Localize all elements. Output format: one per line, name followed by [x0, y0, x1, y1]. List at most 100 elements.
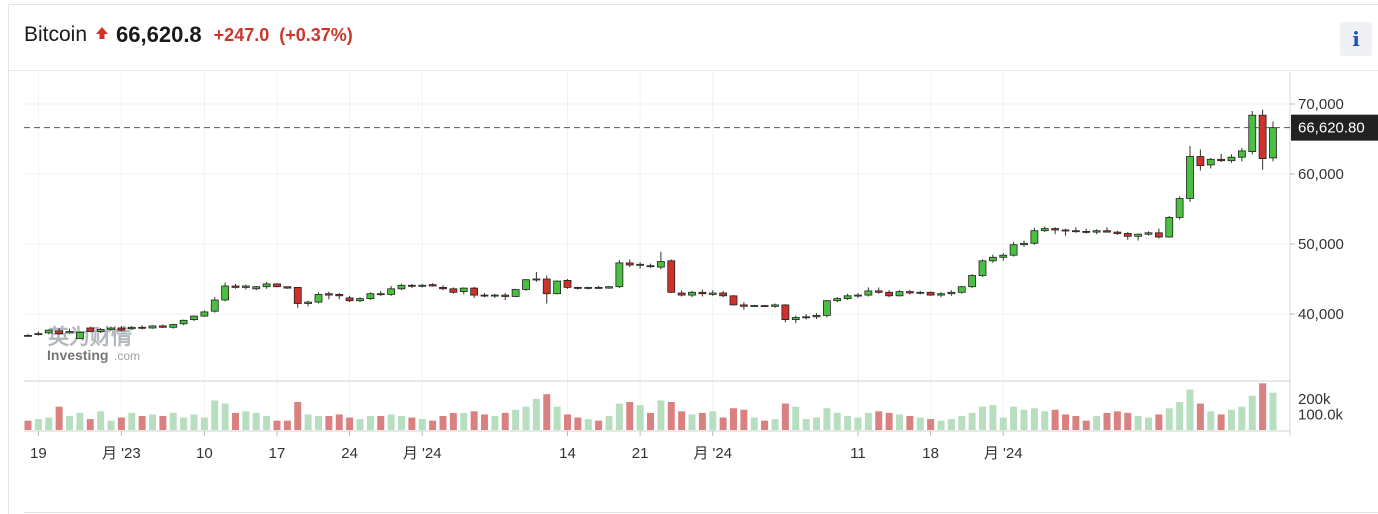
- candle-body: [107, 327, 115, 330]
- volume-bar: [740, 409, 748, 430]
- candle-body: [688, 291, 696, 296]
- candle-body: [127, 326, 136, 330]
- volume-bar: [24, 420, 32, 430]
- volume-bar: [200, 417, 208, 430]
- candle-body: [885, 291, 894, 297]
- volume-bar: [1082, 420, 1090, 430]
- volume-bar: [667, 402, 675, 430]
- candle-body: [480, 294, 489, 297]
- candle: [127, 325, 136, 331]
- candle-body: [615, 262, 624, 288]
- candle: [1196, 149, 1205, 171]
- candle-body: [708, 292, 717, 295]
- volume-bar: [117, 417, 125, 430]
- candle: [397, 283, 406, 291]
- candle-body: [874, 290, 883, 293]
- candle: [584, 286, 593, 290]
- volume-bar: [678, 411, 686, 430]
- last-price: 66,620.8: [116, 22, 202, 47]
- candle: [480, 293, 489, 298]
- volume-bar: [429, 420, 437, 430]
- candle-body: [179, 319, 188, 325]
- candle-body: [241, 285, 250, 288]
- candle-body: [459, 287, 468, 293]
- volume-bar: [1134, 416, 1142, 430]
- candle: [376, 290, 385, 296]
- volume-bar: [605, 416, 613, 430]
- volume-bar: [896, 414, 903, 430]
- candle: [231, 283, 240, 289]
- volume-bar: [418, 419, 426, 430]
- candle: [96, 328, 105, 333]
- candle: [158, 324, 167, 328]
- candle-body: [719, 292, 728, 297]
- volume-bar: [595, 420, 603, 430]
- volume-bar: [66, 416, 73, 430]
- last-price-tag: [1291, 114, 1378, 141]
- volume-bar: [221, 403, 229, 430]
- candle: [822, 300, 831, 318]
- candle-body: [532, 278, 541, 281]
- volume-bar: [854, 417, 862, 430]
- candle-body: [55, 330, 64, 334]
- candle-body: [905, 291, 914, 294]
- header-divider: [9, 70, 1378, 71]
- candle-body: [1020, 242, 1028, 246]
- candle-body: [791, 317, 800, 320]
- candle: [1082, 228, 1091, 234]
- candle: [573, 286, 582, 290]
- candle-body: [1061, 229, 1070, 232]
- candle-body: [1092, 230, 1101, 233]
- candle-body: [1103, 230, 1111, 233]
- candle-body: [231, 285, 240, 288]
- volume-bar: [169, 412, 177, 430]
- time-tick-label: 24: [341, 445, 358, 462]
- candle-body: [221, 285, 230, 301]
- candle-body: [1134, 233, 1143, 237]
- volume-bar: [304, 414, 312, 430]
- candle-body: [138, 326, 147, 329]
- candle-body: [1040, 228, 1049, 232]
- candle-body: [210, 299, 219, 312]
- candle-body: [24, 334, 32, 337]
- candle-body: [1175, 198, 1184, 218]
- candle-body: [833, 298, 842, 302]
- candle-body: [1144, 232, 1153, 235]
- candle-body: [926, 291, 935, 296]
- candle: [625, 259, 634, 268]
- candle-body: [646, 265, 655, 268]
- candle-body: [200, 311, 209, 317]
- candle: [501, 293, 510, 300]
- chart-grid: [24, 72, 1291, 436]
- candle-body: [314, 293, 323, 303]
- candle-body: [387, 288, 396, 295]
- candle-body: [428, 284, 437, 287]
- candle-body: [739, 304, 748, 307]
- volume-tick-label: 100.0k: [1298, 406, 1344, 423]
- candle: [55, 328, 64, 335]
- candle-body: [345, 297, 354, 302]
- candle: [293, 286, 302, 308]
- candle-body: [65, 331, 74, 334]
- candle: [605, 286, 613, 289]
- candle: [418, 283, 427, 288]
- candle-body: [75, 331, 84, 339]
- volume-bar: [833, 412, 841, 430]
- candle-body: [978, 260, 987, 276]
- info-icon[interactable]: i: [1340, 22, 1372, 56]
- up-arrow-icon: [95, 26, 109, 44]
- volume-bar: [149, 414, 156, 430]
- candle: [169, 323, 178, 329]
- candle: [864, 287, 873, 297]
- candle-body: [1051, 228, 1060, 231]
- candle-body: [1269, 127, 1277, 159]
- candle-body: [625, 262, 634, 266]
- candle: [854, 293, 862, 298]
- instrument-name[interactable]: Bitcoin: [24, 23, 88, 46]
- candle: [1175, 196, 1184, 220]
- volume-bar: [968, 412, 976, 430]
- volume-bar: [107, 420, 115, 430]
- volume-bar: [1259, 383, 1267, 430]
